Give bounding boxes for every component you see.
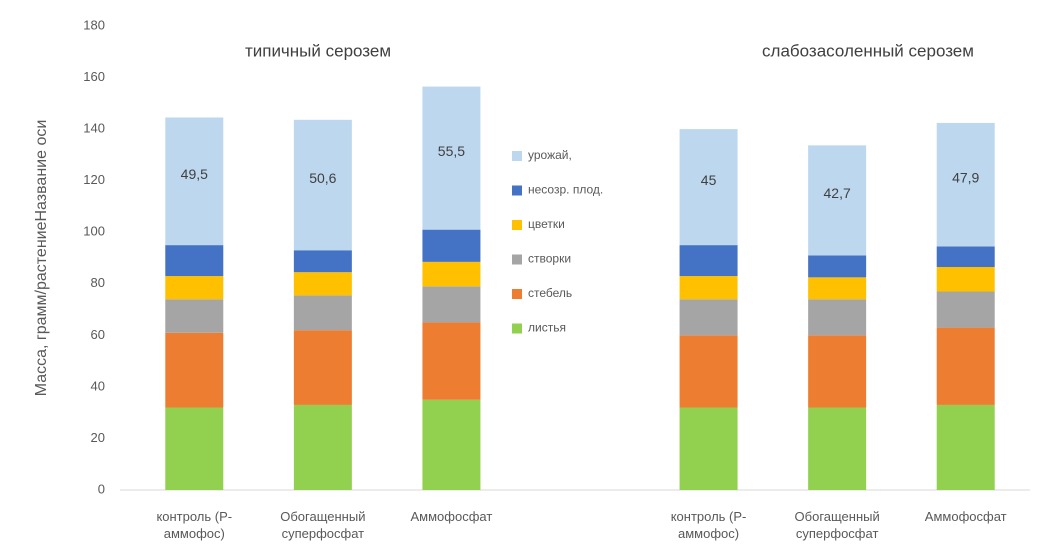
bar-segment bbox=[679, 245, 738, 277]
legend-swatch bbox=[512, 151, 522, 161]
x-tick-label: Обогащенный суперфосфат bbox=[794, 509, 880, 541]
value-label: 47,9 bbox=[952, 169, 979, 185]
bar-segment bbox=[808, 407, 867, 490]
bar-segment bbox=[293, 295, 352, 331]
x-tick-label: Аммофосфат bbox=[924, 509, 1007, 524]
legend-label: несозр. плод. bbox=[528, 183, 603, 197]
bar-segment bbox=[165, 245, 224, 277]
bar-segment bbox=[422, 261, 481, 287]
bar-segment bbox=[808, 335, 867, 408]
bar-segment bbox=[936, 291, 995, 328]
bar-segment bbox=[165, 276, 224, 300]
y-tick-label: 140 bbox=[83, 121, 105, 136]
bar-segment bbox=[808, 255, 867, 278]
x-tick-label: Аммофосфат bbox=[410, 509, 493, 524]
bar-segment bbox=[679, 335, 738, 408]
legend-swatch bbox=[512, 220, 522, 230]
legend-label: створки bbox=[528, 252, 571, 266]
bar-segment bbox=[936, 404, 995, 490]
bar-segment bbox=[422, 86, 481, 230]
bar-segment bbox=[165, 117, 224, 246]
bar-segment bbox=[422, 229, 481, 262]
legend-label: листья bbox=[528, 321, 566, 335]
bar-segment bbox=[679, 407, 738, 490]
x-tick-label: контроль (Р-аммофос) bbox=[670, 509, 747, 541]
bar-segment bbox=[679, 129, 738, 246]
bar-segment bbox=[679, 276, 738, 300]
bar-segment bbox=[936, 122, 995, 247]
value-label: 50,6 bbox=[309, 170, 336, 186]
x-tick-label: Обогащенный суперфосфат bbox=[280, 509, 366, 541]
bar-segment bbox=[165, 332, 224, 408]
value-label: 45 bbox=[701, 172, 717, 188]
bar-segment bbox=[808, 145, 867, 256]
y-tick-label: 60 bbox=[91, 327, 105, 342]
y-tick-label: 20 bbox=[91, 430, 105, 445]
bar-segment bbox=[808, 299, 867, 336]
legend-label: цветки bbox=[528, 217, 565, 231]
bar-segment bbox=[808, 277, 867, 300]
bar-segment bbox=[293, 330, 352, 405]
bar-segment bbox=[293, 272, 352, 296]
bar-segment bbox=[936, 267, 995, 292]
y-tick-label: 80 bbox=[91, 275, 105, 290]
bar-segment bbox=[422, 286, 481, 323]
bar-segment bbox=[936, 327, 995, 405]
legend-label: урожай, bbox=[528, 148, 572, 162]
y-tick-label: 40 bbox=[91, 378, 105, 393]
bar-segment bbox=[165, 407, 224, 490]
bar-segment bbox=[422, 322, 481, 400]
bar-segment bbox=[422, 399, 481, 490]
x-tick-label: контроль (Р-аммофос) bbox=[156, 509, 233, 541]
legend-swatch bbox=[512, 185, 522, 196]
y-tick-label: 0 bbox=[98, 481, 105, 496]
value-label: 49,5 bbox=[181, 166, 208, 182]
y-axis-label: Масса, грамм/растениеНазвание оси bbox=[33, 120, 50, 397]
y-tick-label: 120 bbox=[83, 172, 105, 187]
bar-segment bbox=[936, 246, 995, 268]
bar-segment bbox=[165, 299, 224, 333]
bar-segment bbox=[679, 299, 738, 336]
legend-label: стебель bbox=[528, 286, 572, 300]
bar-segment bbox=[293, 404, 352, 490]
y-tick-label: 100 bbox=[83, 224, 105, 239]
legend-swatch bbox=[512, 254, 522, 265]
bar-segment bbox=[293, 119, 352, 251]
group-title: слабозасоленный серозем bbox=[762, 41, 974, 60]
group-title: типичный серозем bbox=[245, 41, 391, 60]
bar-segment bbox=[293, 250, 352, 273]
y-tick-label: 180 bbox=[83, 17, 105, 32]
value-label: 55,5 bbox=[438, 143, 465, 159]
legend-swatch bbox=[512, 289, 522, 299]
legend-swatch bbox=[512, 323, 522, 334]
y-tick-label: 160 bbox=[83, 69, 105, 84]
value-label: 42,7 bbox=[824, 185, 851, 201]
